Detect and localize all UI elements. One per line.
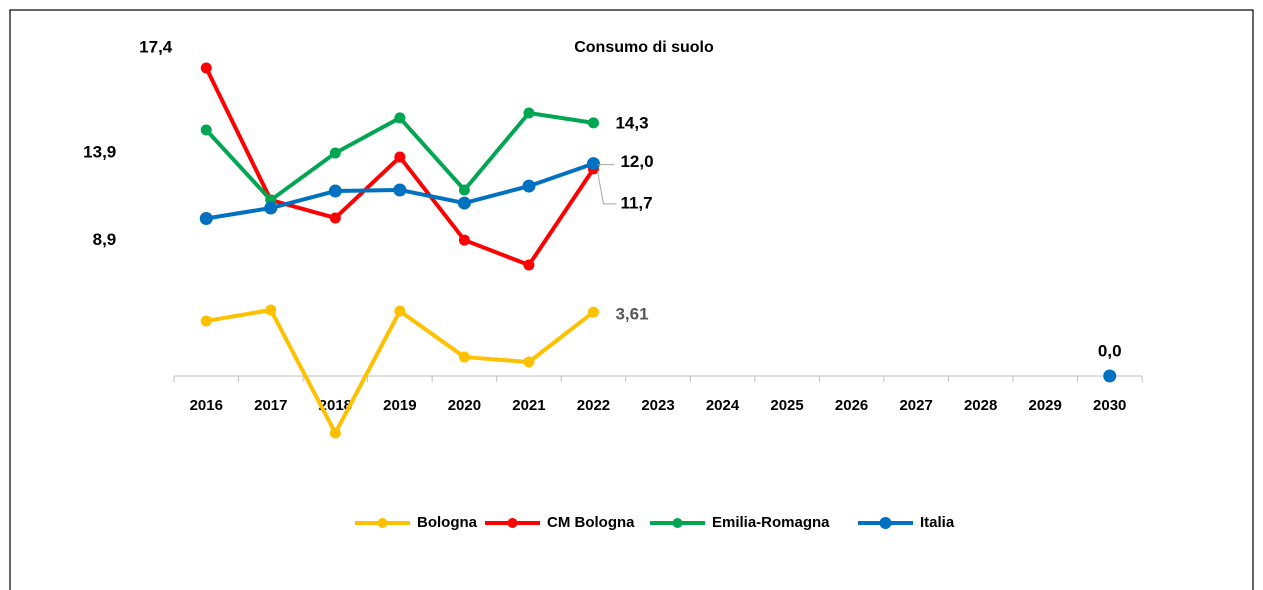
legend-marker: [672, 518, 683, 528]
x-tick-label: 2030: [1093, 397, 1126, 414]
series-marker: [328, 184, 342, 198]
legend-label: Emilia-Romagna: [712, 514, 830, 531]
x-tick-label: 2016: [190, 397, 223, 414]
legend-marker: [377, 518, 388, 528]
series-marker: [1103, 369, 1117, 383]
x-tick-label: 2027: [899, 397, 932, 414]
series-marker: [329, 212, 341, 224]
data-label: 8,9: [93, 230, 117, 249]
data-label: 14,3: [615, 113, 648, 132]
series-marker: [587, 117, 599, 129]
series-marker: [458, 184, 470, 196]
series-marker: [264, 201, 278, 215]
series-marker: [394, 151, 406, 163]
series-marker: [458, 234, 470, 246]
x-tick-label: 2019: [383, 397, 416, 414]
legend-label: CM Bologna: [547, 514, 635, 531]
x-tick-label: 2024: [706, 397, 740, 414]
series-marker: [523, 259, 535, 271]
x-tick-label: 2020: [448, 397, 481, 414]
series-marker: [329, 427, 341, 439]
series-marker: [458, 351, 470, 363]
legend-marker: [879, 517, 892, 529]
series-marker: [522, 179, 536, 193]
leader-line: [596, 170, 617, 205]
series-marker: [199, 211, 213, 225]
data-label: 3,61: [615, 305, 648, 324]
x-tick-label: 2022: [577, 397, 610, 414]
series-marker: [523, 356, 535, 368]
series-marker: [394, 305, 406, 317]
x-tick-label: 2017: [254, 397, 287, 414]
data-label: 13,9: [83, 142, 116, 161]
series-marker: [265, 304, 277, 316]
x-tick-label: 2021: [512, 397, 545, 414]
series-marker: [329, 147, 341, 159]
series-marker: [523, 107, 535, 119]
legend-marker: [507, 518, 518, 528]
series-marker: [200, 124, 212, 136]
series-marker: [393, 183, 407, 197]
x-tick-label: 2025: [770, 397, 803, 414]
legend-label: Bologna: [417, 514, 478, 531]
series-marker: [457, 196, 471, 210]
x-tick-label: 2018: [319, 397, 352, 414]
data-label: 0,0: [1098, 341, 1122, 360]
series-marker: [394, 112, 406, 124]
series-marker: [586, 157, 600, 171]
data-label: 17,4: [139, 38, 173, 57]
data-label: 11,7: [620, 193, 652, 212]
x-tick-label: 2029: [1029, 397, 1062, 414]
x-tick-label: 2026: [835, 397, 868, 414]
chart-frame: [9, 9, 1254, 590]
x-tick-label: 2028: [964, 397, 997, 414]
series-marker: [200, 315, 212, 327]
chart-title: Consumo di suolo: [574, 39, 714, 56]
series-marker: [200, 62, 212, 74]
data-label: 12,0: [620, 152, 653, 171]
series-marker: [587, 306, 599, 318]
x-tick-label: 2023: [641, 397, 674, 414]
legend-label: Italia: [920, 514, 955, 531]
